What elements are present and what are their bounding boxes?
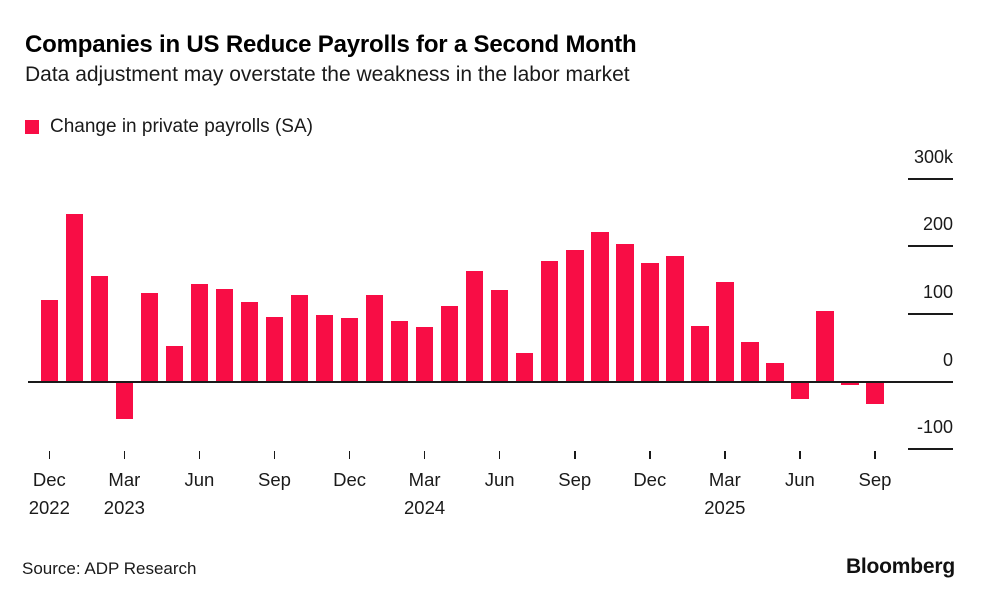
chart-bar — [365, 295, 384, 382]
y-axis-tick — [908, 177, 953, 180]
bar-chart-plot-area — [28, 140, 953, 470]
x-axis-label-month: Dec — [32, 469, 66, 490]
zero-axis-line — [28, 380, 953, 383]
x-axis-label-month: Dec — [333, 469, 366, 490]
chart-bar — [515, 353, 534, 382]
x-axis-label-month: Mar — [408, 469, 441, 490]
chart-bar — [841, 382, 859, 385]
chart-title: Companies in US Reduce Payrolls for a Se… — [25, 31, 637, 58]
x-axis-tick — [423, 450, 426, 460]
chart-bar — [590, 232, 609, 382]
chart-bar — [190, 284, 209, 382]
y-axis-label: 200 — [922, 214, 953, 235]
y-axis-label: 0 — [942, 349, 953, 370]
chart-bar — [315, 314, 334, 382]
x-axis-label-month: Mar — [108, 469, 141, 490]
x-axis-label-year: 2025 — [704, 497, 746, 518]
chart-bar — [490, 289, 509, 382]
chart-bar — [290, 295, 309, 382]
chart-bar — [816, 311, 834, 382]
y-axis-label: -100 — [916, 417, 953, 438]
chart-bar — [615, 244, 634, 382]
x-axis-tick — [123, 450, 126, 460]
chart-bar — [40, 300, 59, 382]
y-axis-tick — [908, 313, 953, 315]
y-axis-label: 100 — [922, 282, 953, 302]
chart-bar — [340, 318, 359, 382]
x-axis-label-year: 2024 — [404, 497, 446, 518]
chart-subtitle: Data adjustment may overstate the weakne… — [25, 63, 630, 86]
chart-bar — [465, 271, 484, 382]
chart-bar — [240, 302, 259, 382]
chart-bar — [390, 320, 409, 382]
x-axis-tick — [724, 450, 726, 460]
chart-bar — [565, 249, 584, 382]
x-axis-tick — [198, 450, 201, 460]
x-axis-label-month: Sep — [558, 469, 592, 490]
x-axis-label-year: 2023 — [103, 497, 145, 518]
chart-bar — [140, 293, 159, 382]
x-axis-tick — [348, 450, 351, 460]
chart-bar — [440, 305, 459, 382]
legend: Change in private payrolls (SA) — [25, 116, 313, 137]
x-axis-label-month: Jun — [484, 469, 515, 490]
chart-bar — [540, 260, 559, 382]
legend-label: Change in private payrolls (SA) — [50, 116, 313, 137]
y-axis-tick — [908, 245, 953, 248]
chart-bar — [115, 382, 134, 420]
source-note: Source: ADP Research — [22, 559, 197, 578]
x-axis-label-month: Mar — [708, 469, 741, 490]
chart-bar — [640, 262, 659, 382]
chart-bar — [265, 317, 284, 382]
y-axis-label: 300k — [913, 146, 953, 167]
y-axis-tick — [908, 448, 953, 451]
chart-bar — [65, 214, 84, 382]
chart-bar — [90, 276, 109, 382]
x-axis-label-month: Sep — [858, 469, 892, 490]
x-axis-label-month: Sep — [258, 469, 291, 490]
x-axis-tick — [799, 450, 801, 460]
chart-bar — [716, 282, 734, 382]
chart-bar — [165, 346, 184, 382]
x-axis-tick — [648, 450, 651, 460]
x-axis-label-month: Jun — [184, 469, 215, 490]
x-axis-label-year: 2022 — [28, 497, 70, 518]
chart-bar — [791, 382, 809, 399]
x-axis-tick — [48, 450, 51, 460]
chart-bar — [691, 325, 709, 382]
x-axis-label-month: Dec — [633, 469, 667, 490]
chart-bar — [766, 362, 784, 382]
x-axis-tick — [273, 450, 276, 460]
chart-bar — [741, 342, 759, 382]
x-axis-tick — [573, 450, 576, 460]
legend-swatch-icon — [25, 120, 39, 134]
chart-bar — [215, 288, 234, 382]
chart-bar — [415, 326, 434, 382]
x-axis-tick — [874, 450, 876, 460]
chart-bar — [866, 382, 884, 405]
x-axis-label-month: Jun — [784, 469, 815, 490]
chart-bar — [666, 255, 684, 382]
x-axis-tick — [498, 450, 501, 460]
bloomberg-logo: Bloomberg — [845, 555, 955, 578]
